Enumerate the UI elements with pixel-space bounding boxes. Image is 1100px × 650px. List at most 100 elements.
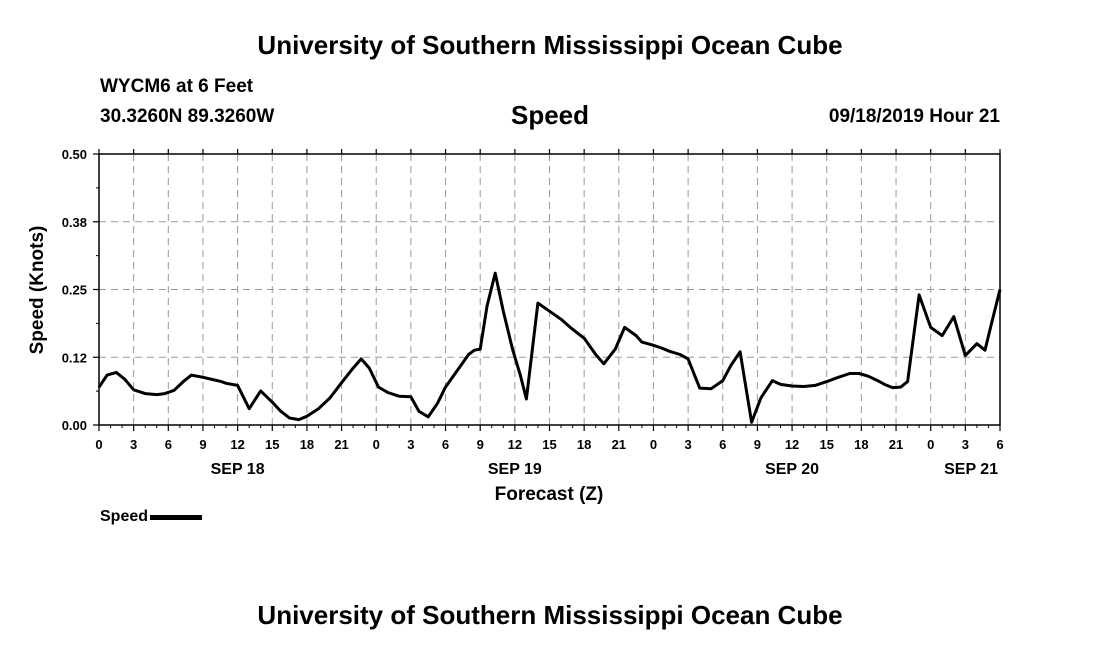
data-point xyxy=(213,379,216,381)
data-point xyxy=(182,381,184,383)
data-point xyxy=(317,408,320,410)
data-point xyxy=(999,288,1001,291)
data-point xyxy=(867,375,869,377)
data-point xyxy=(699,387,701,389)
series-line-speed xyxy=(97,271,1002,424)
data-point xyxy=(410,396,412,398)
x-tick-label: 9 xyxy=(199,437,206,452)
data-point xyxy=(930,326,932,329)
data-point xyxy=(635,334,637,337)
data-point xyxy=(144,392,146,395)
x-tick-label: 15 xyxy=(819,437,833,452)
coordinates-label: 30.3260N 89.3260W xyxy=(100,106,275,127)
day-label: SEP 19 xyxy=(488,461,542,478)
x-tick-label: 12 xyxy=(785,437,799,452)
data-point xyxy=(560,318,562,320)
data-point xyxy=(652,344,655,346)
data-point xyxy=(858,372,860,375)
data-point xyxy=(730,364,732,366)
data-point xyxy=(306,415,308,417)
data-point xyxy=(133,389,135,391)
x-axis-label: Forecast (Z) xyxy=(495,484,604,505)
data-point xyxy=(398,395,400,397)
data-point xyxy=(329,397,331,399)
data-point xyxy=(900,386,902,388)
data-point xyxy=(603,363,605,365)
data-point xyxy=(837,376,839,378)
x-tick-label: 6 xyxy=(996,437,1003,452)
day-label: SEP 20 xyxy=(765,461,819,478)
x-tick-label: 3 xyxy=(684,437,691,452)
data-point xyxy=(814,384,816,387)
day-label: SEP 21 xyxy=(944,461,998,478)
station-label: WYCM6 at 6 Feet xyxy=(100,76,254,97)
data-point xyxy=(876,379,879,382)
data-point xyxy=(115,371,117,374)
data-point xyxy=(225,382,227,384)
data-point xyxy=(990,325,992,327)
x-tick-label: 0 xyxy=(650,437,657,452)
data-point xyxy=(583,337,585,339)
data-point xyxy=(468,353,470,356)
data-point xyxy=(202,376,204,378)
data-point xyxy=(511,348,514,350)
y-tick-label: 0.12 xyxy=(62,350,87,365)
data-point xyxy=(826,381,828,383)
data-point xyxy=(614,348,616,350)
data-point xyxy=(368,367,370,369)
data-point xyxy=(660,347,663,349)
data-point xyxy=(173,389,175,391)
data-point xyxy=(548,310,551,312)
x-tick-label: 21 xyxy=(889,437,903,452)
data-point xyxy=(537,302,539,304)
page-title: University of Southern Mississippi Ocean… xyxy=(257,30,843,60)
x-tick-label: 9 xyxy=(477,437,484,452)
data-point xyxy=(710,388,712,390)
data-point xyxy=(279,410,281,412)
data-point xyxy=(156,394,158,396)
x-tick-label: 3 xyxy=(130,437,137,452)
x-tick-label: 21 xyxy=(612,437,626,452)
x-tick-label: 9 xyxy=(754,437,761,452)
axes: 0.00 0.12 0.25 0.38 0.50 0 3 6 9 12 15 18 21 0 3 6 9 12 15… xyxy=(62,147,1004,478)
x-tick-label: 12 xyxy=(230,437,244,452)
data-point xyxy=(220,381,223,383)
data-point xyxy=(288,417,291,419)
legend-label: Speed xyxy=(100,508,149,525)
x-tick-label: 0 xyxy=(95,437,102,452)
data-point xyxy=(298,418,300,421)
x-tick-label: 3 xyxy=(962,437,969,452)
data-point xyxy=(569,326,571,329)
x-tick-label: 18 xyxy=(577,437,591,452)
data-point xyxy=(486,305,488,307)
data-point xyxy=(418,410,420,413)
data-point xyxy=(502,310,504,312)
data-point xyxy=(760,397,762,399)
legend: Speed xyxy=(100,508,203,526)
data-point xyxy=(456,370,458,372)
y-tick-label: 0.50 xyxy=(62,147,87,162)
x-tick-label: 0 xyxy=(373,437,380,452)
data-point xyxy=(494,272,496,274)
data-point xyxy=(427,416,429,418)
data-point xyxy=(849,372,851,375)
x-tick-label: 18 xyxy=(854,437,868,452)
x-tick-label: 6 xyxy=(719,437,726,452)
data-point xyxy=(520,375,522,377)
chart-title: Speed xyxy=(510,100,590,130)
data-point xyxy=(964,355,966,357)
data-point xyxy=(623,326,626,329)
x-tick-label: 6 xyxy=(442,437,449,452)
data-point xyxy=(352,367,354,369)
data-point xyxy=(164,392,166,395)
data-point xyxy=(641,341,643,343)
data-point xyxy=(953,316,955,318)
data-point xyxy=(98,386,100,388)
data-point xyxy=(360,358,362,360)
data-point xyxy=(436,402,439,404)
data-point xyxy=(771,379,774,382)
data-point xyxy=(237,384,239,387)
data-point xyxy=(976,343,978,345)
legend-swatch xyxy=(150,514,203,520)
